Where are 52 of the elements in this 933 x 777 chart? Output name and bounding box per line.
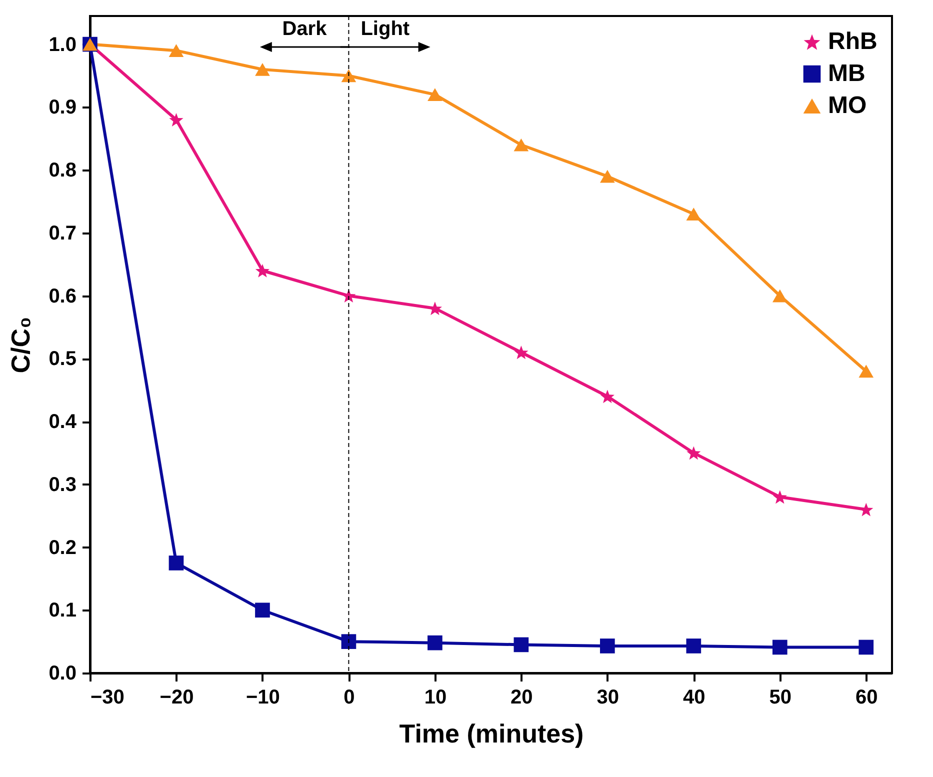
point — [772, 490, 787, 504]
annotation: Dark — [282, 18, 328, 40]
x-axis-title: Time (minutes) — [399, 718, 584, 748]
x-tick-label: −10 — [246, 686, 280, 708]
x-tick-label: 20 — [510, 686, 533, 708]
point — [772, 640, 788, 655]
y-tick-label: 1.0 — [48, 34, 76, 56]
x-tick-label: 0 — [344, 686, 355, 708]
point — [858, 640, 874, 655]
point — [255, 63, 270, 76]
point — [514, 138, 529, 152]
x-tick-label: 30 — [596, 686, 620, 708]
point — [341, 69, 356, 82]
point — [428, 635, 442, 650]
point — [341, 634, 356, 649]
point — [600, 638, 615, 654]
legend-label: MB — [828, 60, 866, 87]
y-tick-label: 0.5 — [48, 348, 76, 370]
point — [255, 602, 270, 618]
point — [169, 113, 184, 126]
y-tick-label: 0.8 — [48, 160, 76, 182]
point — [600, 170, 615, 183]
point — [686, 638, 702, 654]
x-tick-label: 50 — [769, 686, 792, 708]
point — [168, 44, 184, 57]
y-tick-label: 0.3 — [48, 474, 76, 496]
x-tick-label: 60 — [856, 686, 878, 708]
legend-label: MO — [828, 92, 867, 119]
y-tick-label: 0.7 — [48, 222, 76, 244]
point — [858, 364, 874, 378]
point — [255, 264, 270, 278]
point — [772, 289, 788, 302]
x-tick-label: 10 — [424, 686, 447, 708]
x-tick-label: −30 — [90, 686, 124, 708]
y-axis-title: C/C₀ — [6, 316, 36, 374]
y-tick-label: 0.6 — [48, 285, 76, 308]
x-tick-label: −20 — [160, 686, 194, 708]
point — [686, 446, 701, 460]
point — [686, 208, 702, 220]
y-tick-label: 0.9 — [48, 96, 76, 119]
point — [514, 637, 529, 652]
y-tick-label: 0.4 — [48, 411, 78, 434]
y-tick-label: 0.1 — [48, 600, 76, 622]
point — [428, 88, 442, 102]
y-tick-label: 0.0 — [48, 662, 76, 684]
legend-label: RhB — [828, 28, 878, 55]
point — [600, 390, 614, 404]
x-tick-label: 40 — [683, 686, 706, 708]
point — [514, 346, 528, 360]
annotation: Light — [360, 18, 410, 40]
point — [168, 556, 184, 570]
y-tick-label: 0.2 — [48, 536, 76, 559]
